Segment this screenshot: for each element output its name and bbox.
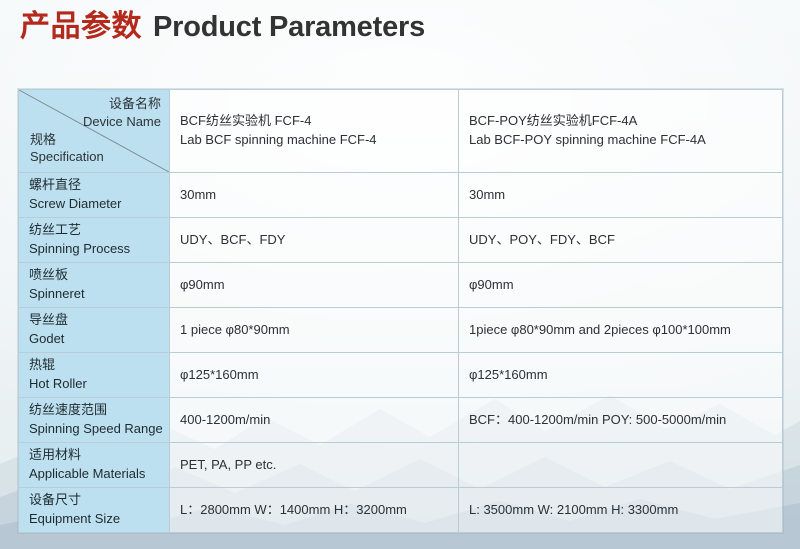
page-title-en: Product Parameters bbox=[153, 11, 426, 43]
corner-device-name-cn: 设备名称 bbox=[108, 96, 161, 111]
row-label-spinneret-cn: 喷丝板 bbox=[29, 267, 69, 283]
cell-spinning-process-fcf-4: UDY、BCF、FDY bbox=[169, 217, 459, 263]
cell-equipment-size-fcf-4a: L: 3500mm W: 2100mm H: 3300mm bbox=[458, 487, 783, 533]
row-label-hot-roller-cn: 热辊 bbox=[29, 357, 56, 373]
corner-specification-en: Specification bbox=[30, 149, 104, 165]
row-label-spinning-speed-range: 纺丝速度范围 Spinning Speed Range bbox=[18, 397, 170, 443]
table-body: 设备名称 Device Name 规格 Specification BCF纺丝实… bbox=[18, 89, 783, 533]
corner-device-name: 设备名称 Device Name bbox=[83, 95, 161, 130]
table-row: 螺杆直径 Screw Diameter 30mm 30mm bbox=[18, 172, 783, 218]
page-title: 产品参数 Product Parameters bbox=[20, 12, 425, 42]
row-label-spinning-process: 纺丝工艺 Spinning Process bbox=[18, 217, 170, 263]
row-label-spinning-speed-range-en: Spinning Speed Range bbox=[29, 421, 163, 436]
row-label-hot-roller: 热辊 Hot Roller bbox=[18, 352, 170, 398]
row-label-spinning-speed-range-cn: 纺丝速度范围 bbox=[29, 402, 108, 418]
cell-hot-roller-fcf-4a: φ125*160mm bbox=[458, 352, 783, 398]
column-header-fcf-4-en: Lab BCF spinning machine FCF-4 bbox=[180, 132, 377, 147]
corner-device-name-en: Device Name bbox=[82, 113, 161, 129]
row-label-hot-roller-en: Hot Roller bbox=[29, 376, 87, 391]
page-title-cn: 产品参数 bbox=[20, 10, 142, 43]
row-label-applicable-materials-en: Applicable Materials bbox=[29, 466, 146, 481]
row-label-equipment-size-en: Equipment Size bbox=[29, 511, 121, 526]
cell-spinning-speed-range-fcf-4: 400-1200m/min bbox=[169, 397, 459, 443]
column-header-fcf-4a-cn: BCF-POY纺丝实验机FCF-4A bbox=[469, 113, 638, 129]
row-label-equipment-size: 设备尺寸 Equipment Size bbox=[18, 487, 170, 533]
cell-spinneret-fcf-4a: φ90mm bbox=[458, 262, 783, 308]
cell-equipment-size-fcf-4: L：2800mm W：1400mm H：3200mm bbox=[169, 487, 459, 533]
row-label-spinning-process-en: Spinning Process bbox=[29, 241, 131, 256]
cell-applicable-materials-fcf-4: PET, PA, PP etc. bbox=[169, 442, 459, 488]
cell-godet-fcf-4a: 1piece φ80*90mm and 2pieces φ100*100mm bbox=[458, 307, 783, 353]
cell-spinneret-fcf-4: φ90mm bbox=[169, 262, 459, 308]
cell-spinning-speed-range-fcf-4a: BCF：400-1200m/min POY: 500-5000m/min bbox=[458, 397, 783, 443]
row-label-godet-cn: 导丝盘 bbox=[29, 312, 69, 328]
table-header-row: 设备名称 Device Name 规格 Specification BCF纺丝实… bbox=[18, 89, 783, 173]
cell-godet-fcf-4: 1 piece φ80*90mm bbox=[169, 307, 459, 353]
row-label-spinneret-en: Spinneret bbox=[29, 286, 85, 301]
diagonal-divider-icon bbox=[19, 90, 169, 172]
row-label-godet-en: Godet bbox=[29, 331, 65, 346]
cell-spinning-process-fcf-4a: UDY、POY、FDY、BCF bbox=[458, 217, 783, 263]
product-parameters-table: 设备名称 Device Name 规格 Specification BCF纺丝实… bbox=[18, 89, 783, 533]
row-label-applicable-materials-cn: 适用材料 bbox=[29, 447, 82, 463]
cell-applicable-materials-fcf-4a bbox=[458, 442, 783, 488]
table-row: 适用材料 Applicable Materials PET, PA, PP et… bbox=[18, 442, 783, 488]
row-label-spinneret: 喷丝板 Spinneret bbox=[18, 262, 170, 308]
table-row: 喷丝板 Spinneret φ90mm φ90mm bbox=[18, 262, 783, 308]
row-label-applicable-materials: 适用材料 Applicable Materials bbox=[18, 442, 170, 488]
cell-hot-roller-fcf-4: φ125*160mm bbox=[169, 352, 459, 398]
corner-specification-cn: 规格 bbox=[30, 131, 57, 147]
row-label-screw-diameter-en: Screw Diameter bbox=[29, 196, 122, 211]
cell-screw-diameter-fcf-4a: 30mm bbox=[458, 172, 783, 218]
row-label-spinning-process-cn: 纺丝工艺 bbox=[29, 222, 82, 238]
table-row: 设备尺寸 Equipment Size L：2800mm W：1400mm H：… bbox=[18, 487, 783, 533]
cell-screw-diameter-fcf-4: 30mm bbox=[169, 172, 459, 218]
row-label-godet: 导丝盘 Godet bbox=[18, 307, 170, 353]
column-header-fcf-4: BCF纺丝实验机 FCF-4 Lab BCF spinning machine … bbox=[169, 89, 459, 173]
row-label-screw-diameter-cn: 螺杆直径 bbox=[29, 177, 82, 193]
table-row: 纺丝工艺 Spinning Process UDY、BCF、FDY UDY、PO… bbox=[18, 217, 783, 263]
corner-specification: 规格 Specification bbox=[30, 131, 104, 166]
row-label-equipment-size-cn: 设备尺寸 bbox=[29, 492, 82, 508]
table-row: 纺丝速度范围 Spinning Speed Range 400-1200m/mi… bbox=[18, 397, 783, 443]
table-row: 热辊 Hot Roller φ125*160mm φ125*160mm bbox=[18, 352, 783, 398]
column-header-fcf-4a: BCF-POY纺丝实验机FCF-4A Lab BCF-POY spinning … bbox=[458, 89, 783, 173]
table-row: 导丝盘 Godet 1 piece φ80*90mm 1piece φ80*90… bbox=[18, 307, 783, 353]
row-label-screw-diameter: 螺杆直径 Screw Diameter bbox=[18, 172, 170, 218]
corner-header-cell: 设备名称 Device Name 规格 Specification bbox=[18, 89, 170, 173]
column-header-fcf-4-cn: BCF纺丝实验机 FCF-4 bbox=[180, 113, 312, 129]
column-header-fcf-4a-en: Lab BCF-POY spinning machine FCF-4A bbox=[469, 132, 706, 147]
